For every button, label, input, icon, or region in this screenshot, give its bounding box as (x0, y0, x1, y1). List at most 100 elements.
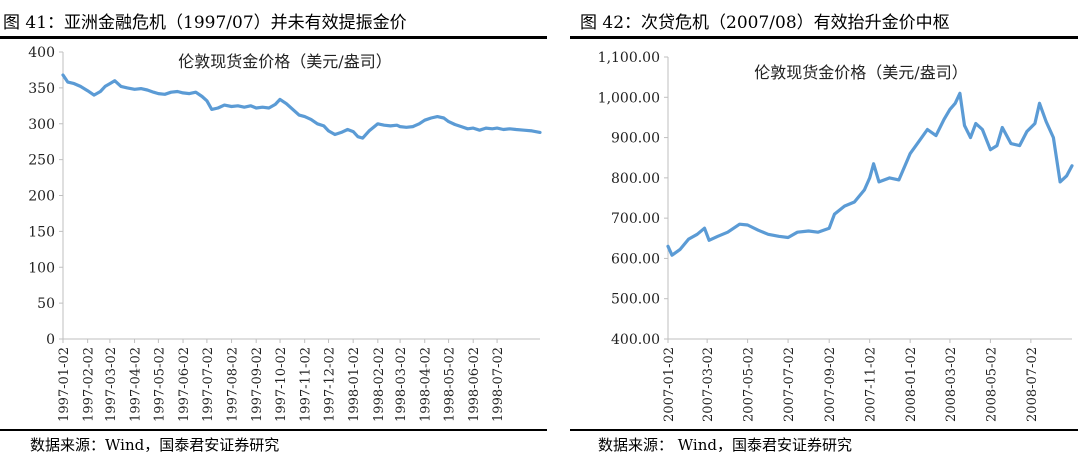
x-tick-label: 1998-04-02 (419, 347, 434, 422)
data-point (376, 122, 379, 126)
x-tick-label: 2007-11-02 (864, 347, 879, 422)
data-point (411, 125, 414, 128)
data-point (958, 92, 962, 95)
data-point (989, 148, 992, 151)
data-point (139, 87, 143, 90)
x-tick-label: 2008-01-02 (904, 347, 919, 422)
figure-42-bottom-rule (570, 429, 1078, 431)
data-point (436, 115, 439, 118)
data-point (863, 188, 866, 192)
data-point (356, 135, 360, 138)
x-tick-label: 1997-05-02 (152, 347, 167, 422)
data-point (133, 88, 136, 91)
data-point (948, 108, 952, 111)
x-tick-label: 1998-07-02 (491, 347, 506, 422)
figure-42-title: 图 42：次贷危机（2007/08）有效抬升金价中枢 (580, 13, 950, 33)
data-point (210, 108, 213, 111)
data-point (309, 118, 313, 121)
x-tick-label: 1997-11-02 (299, 347, 314, 422)
data-point (423, 119, 426, 122)
data-point (1033, 122, 1037, 125)
data-point (79, 85, 82, 88)
data-point (678, 248, 682, 251)
data-point (484, 126, 488, 130)
data-point (429, 116, 433, 120)
data-point (236, 104, 240, 108)
data-point (333, 133, 337, 136)
data-point (777, 235, 780, 238)
figure-41-bottom-rule (0, 429, 547, 431)
data-point (103, 85, 107, 88)
y-tick-label: 350 (28, 81, 55, 97)
data-point (1070, 164, 1074, 167)
x-tick-label: 1998-05-02 (443, 347, 458, 422)
data-point (278, 98, 282, 101)
data-point (696, 233, 699, 236)
y-tick-label: 700.00 (611, 211, 660, 227)
data-point (1044, 120, 1048, 123)
x-tick-label: 1997-12-02 (323, 347, 338, 422)
data-point (1058, 180, 1062, 184)
y-tick-label: 800.00 (611, 171, 660, 187)
data-point (460, 125, 463, 128)
y-tick-label: 900.00 (611, 131, 660, 147)
data-point (316, 122, 319, 126)
data-point (495, 126, 499, 130)
data-point (322, 124, 325, 128)
data-point (816, 231, 820, 234)
data-point (205, 99, 209, 103)
data-point (327, 129, 330, 133)
y-tick-label: 150 (28, 224, 55, 240)
data-point (538, 131, 542, 134)
data-point (169, 91, 173, 94)
data-point (502, 128, 505, 131)
y-tick-label: 0 (46, 332, 55, 348)
data-point (181, 91, 185, 95)
data-point (383, 124, 386, 127)
data-point (508, 127, 511, 130)
data-point (687, 237, 690, 241)
data-point (1009, 142, 1013, 145)
y-tick-label: 400 (28, 45, 55, 61)
data-point (361, 136, 364, 140)
data-point (200, 95, 204, 98)
x-tick-label: 1998-06-02 (467, 347, 482, 422)
data-point (285, 102, 288, 105)
x-tick-label: 2007-07-02 (782, 347, 797, 422)
y-tick-label: 50 (37, 296, 55, 312)
figure-42-top-rule (570, 36, 1078, 39)
data-point (786, 236, 790, 239)
data-point (119, 85, 123, 88)
figure-41-chart: 0 50 100 150 200 250 300 350 400 1997-01-02 1997-0… (28, 45, 542, 422)
y-tick-label: 500.00 (611, 292, 660, 308)
data-point (405, 126, 408, 129)
data-point (157, 92, 160, 95)
data-point (853, 200, 856, 204)
data-point (530, 129, 534, 133)
data-point (1038, 102, 1041, 105)
data-point (99, 90, 102, 93)
data-point (897, 178, 901, 182)
data-point (926, 128, 929, 131)
data-point (274, 103, 277, 106)
y-tick-label: 300 (28, 117, 55, 133)
data-point (126, 86, 129, 90)
data-point (746, 223, 749, 227)
data-point (796, 231, 799, 234)
data-point (888, 176, 891, 180)
data-point (908, 152, 912, 155)
data-point (666, 245, 670, 248)
x-tick-label: 1997-10-02 (274, 347, 289, 422)
data-point (1001, 126, 1004, 129)
data-point (514, 128, 518, 131)
figure-42: 图 42：次贷危机（2007/08）有效抬升金价中枢 400.00 500.00 6… (540, 0, 1080, 461)
figure-41-title: 图 41：亚洲金融危机（1997/07）并未有效提振金价 (3, 13, 407, 33)
data-point (86, 89, 89, 92)
data-point (828, 227, 831, 230)
y-tick-label: 100 (28, 260, 55, 276)
y-tick-label: 200 (28, 189, 55, 205)
data-point (716, 235, 719, 238)
x-tick-label: 1997-08-02 (226, 347, 241, 422)
data-point (216, 106, 220, 110)
data-point (981, 128, 984, 131)
